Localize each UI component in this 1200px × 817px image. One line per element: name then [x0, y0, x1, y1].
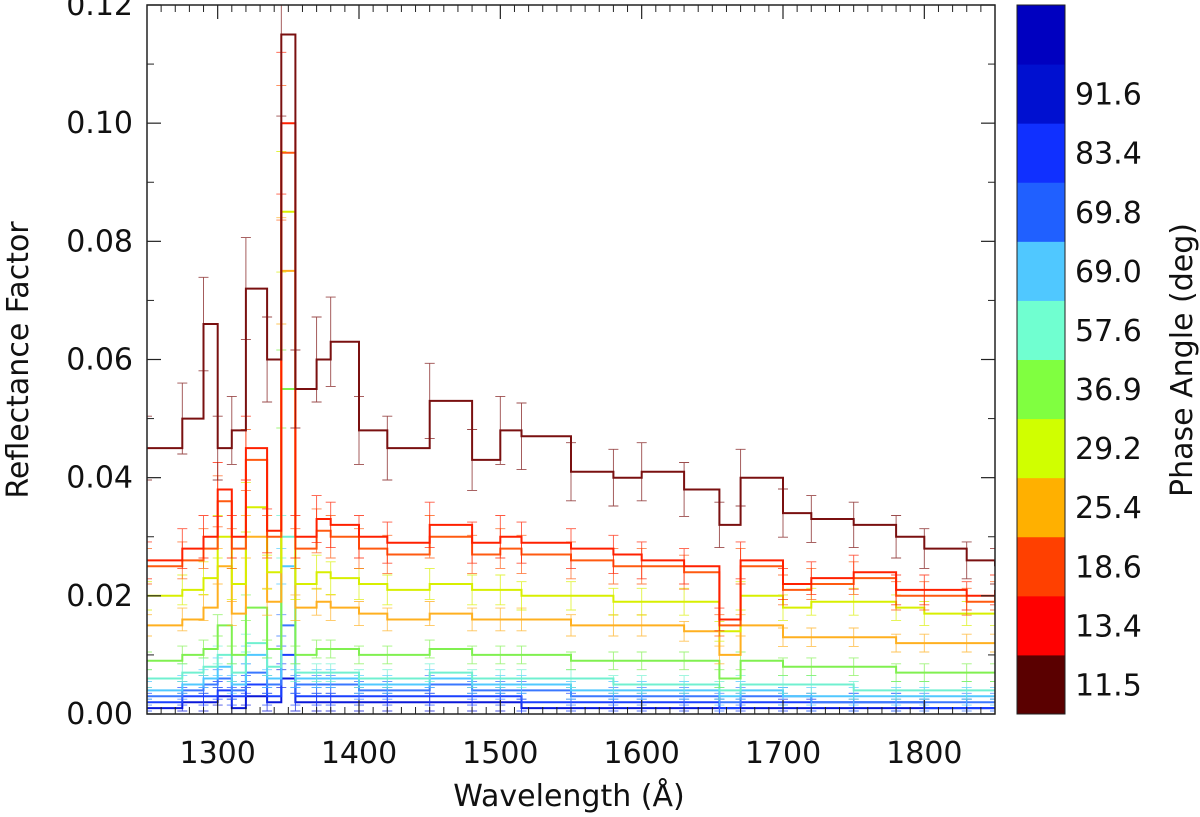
- x-tick-label: 1500: [462, 736, 538, 771]
- colorbar-swatch: [1017, 241, 1065, 301]
- colorbar-swatch: [1017, 477, 1065, 538]
- y-tick-label: 0.08: [66, 224, 133, 259]
- series-11.5: [147, 5, 995, 585]
- colorbar-tick-label: 57.6: [1075, 314, 1142, 349]
- colorbar-swatch: [1017, 536, 1065, 597]
- axis-ticks: 1300 1400 1500 1600 1700 1800 0.00 0.02 0.04 0.06…: [66, 0, 996, 771]
- colorbar-tick-label: 69.8: [1075, 196, 1142, 231]
- colorbar-tick-label: 18.6: [1075, 550, 1142, 585]
- y-tick-label: 0.00: [66, 697, 133, 732]
- y-tick-label: 0.06: [66, 343, 133, 378]
- y-tick-label: 0.02: [66, 579, 133, 614]
- colorbar-swatch: [1017, 418, 1065, 479]
- x-tick-label: 1600: [603, 736, 679, 771]
- colorbar-tick-label: 25.4: [1075, 491, 1142, 526]
- spectrum-line-29.2: [147, 269, 995, 656]
- y-axis-title: Reflectance Factor: [1, 221, 36, 499]
- colorbar-swatches: [1017, 5, 1065, 715]
- colorbar-tick-label: 91.6: [1075, 78, 1142, 113]
- series-layer: [147, 5, 995, 714]
- plot-area: 1300 1400 1500 1600 1700 1800 0.00 0.02 0.04 0.06…: [66, 0, 996, 771]
- colorbar-tick-label: 11.5: [1075, 668, 1142, 703]
- colorbar-tick-label: 69.0: [1075, 255, 1142, 290]
- colorbar-swatch: [1017, 5, 1065, 65]
- y-tick-label: 0.12: [66, 0, 133, 23]
- colorbar-tick-label: 29.2: [1075, 432, 1142, 467]
- spectrum-line-25.4: [147, 210, 995, 633]
- spectrum-line-13.4: [147, 122, 995, 621]
- x-tick-label: 1400: [321, 736, 397, 771]
- x-tick-label: 1300: [179, 736, 255, 771]
- colorbar-swatch: [1017, 300, 1065, 360]
- spectrum-line-11.5: [147, 33, 995, 567]
- x-tick-label: 1800: [886, 736, 962, 771]
- y-tick-label: 0.10: [66, 106, 133, 141]
- colorbar-swatch: [1017, 64, 1065, 124]
- series-36.9: [147, 349, 995, 688]
- x-axis-title: Wavelength (Å): [453, 778, 684, 814]
- colorbar-frame: [1016, 4, 1066, 715]
- colorbar-swatch: [1017, 359, 1065, 420]
- colorbar-tick-label: 36.9: [1075, 373, 1142, 408]
- colorbar-tick-label: 13.4: [1075, 609, 1142, 644]
- colorbar-tick-label: 83.4: [1075, 137, 1142, 172]
- colorbar-swatch: [1017, 123, 1065, 183]
- colorbar-swatch: [1017, 654, 1065, 715]
- x-tick-label: 1700: [745, 736, 821, 771]
- spectrum-line-36.9: [147, 388, 995, 680]
- colorbar-labels: 11.5 13.4 18.6 25.4 29.2 36.9 57.6 69.0 69.8 83.4…: [1075, 78, 1142, 704]
- colorbar-title: Phase Angle (deg): [1165, 223, 1200, 497]
- colorbar: 11.5 13.4 18.6 25.4 29.2 36.9 57.6 69.0 69.8 83.4…: [1016, 4, 1142, 715]
- colorbar-swatch: [1017, 595, 1065, 656]
- colorbar-swatch: [1017, 182, 1065, 242]
- y-tick-label: 0.04: [66, 461, 133, 496]
